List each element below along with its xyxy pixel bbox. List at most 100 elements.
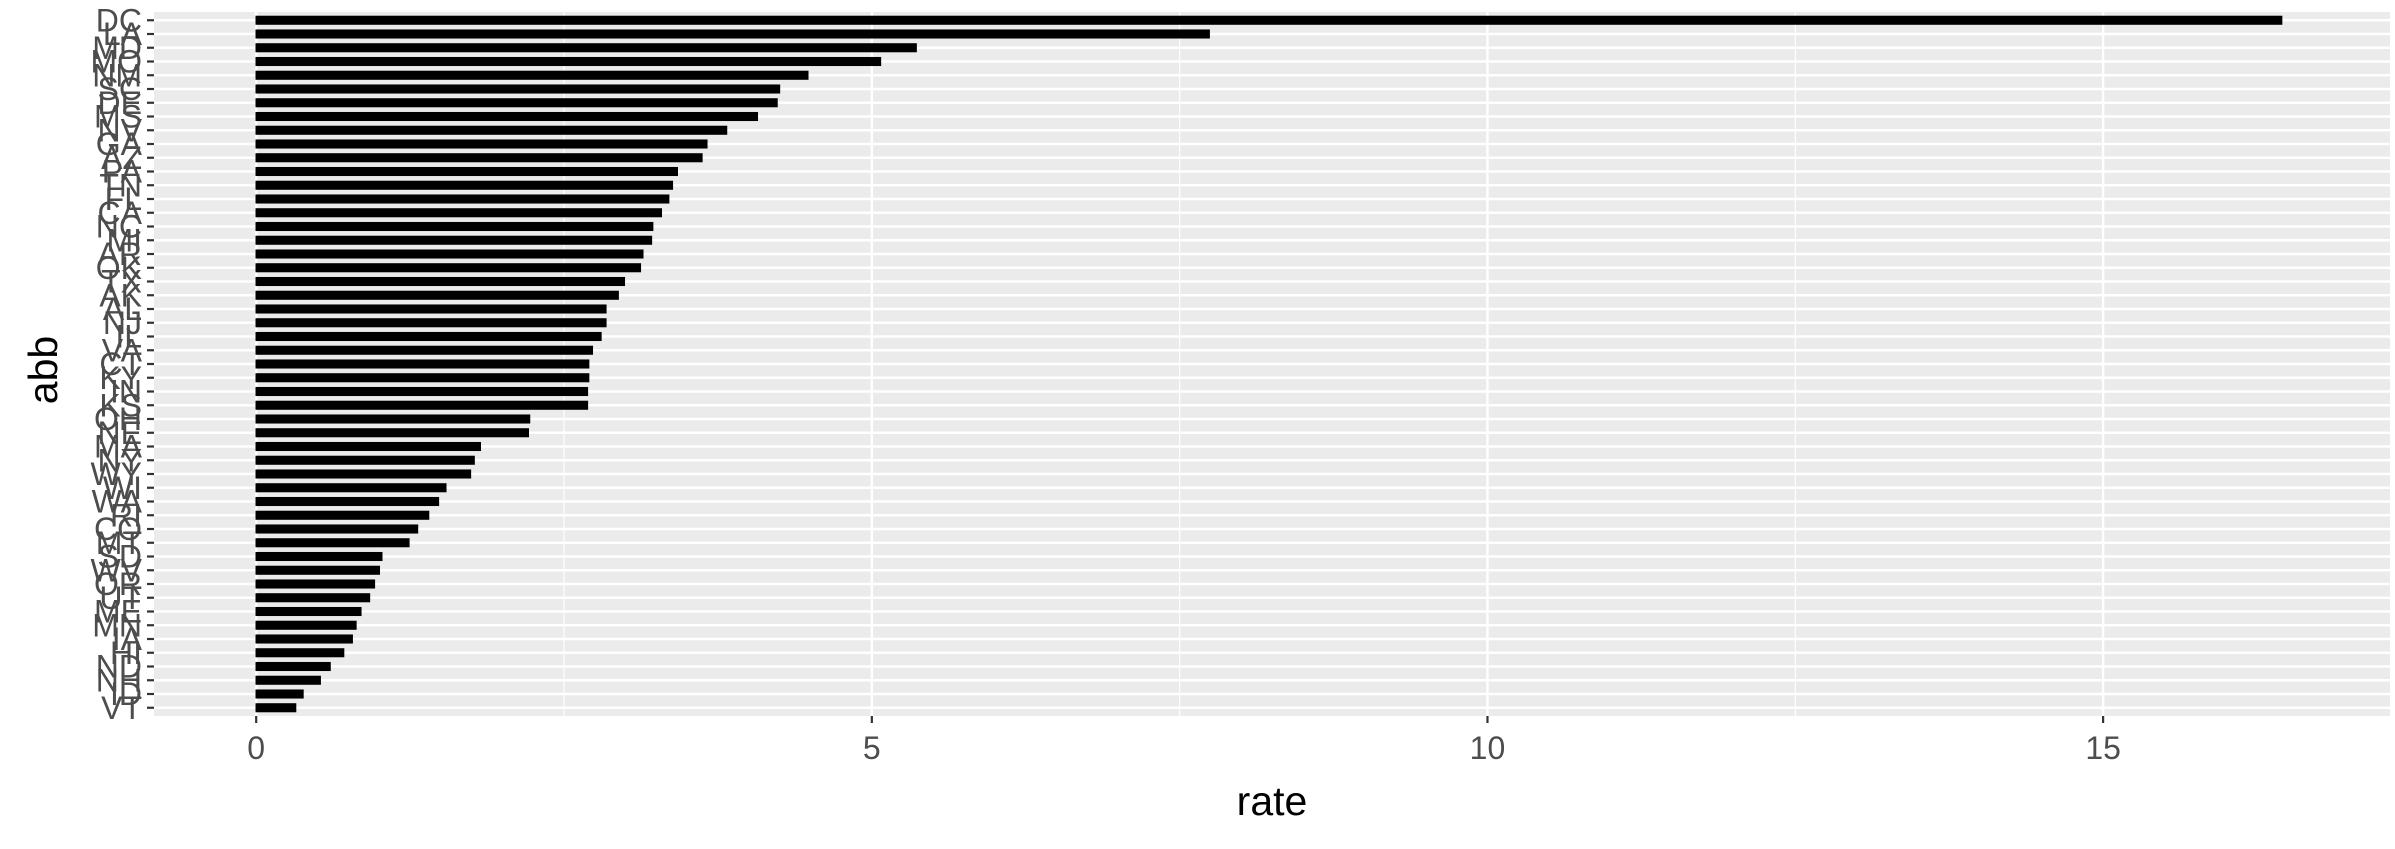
y-tick-label: OR	[94, 566, 142, 602]
y-tick-label: WV	[90, 552, 142, 588]
y-tick-label: AR	[98, 236, 142, 272]
bar-oh	[255, 414, 531, 424]
y-tick-label: WA	[92, 484, 143, 520]
bar-nh	[255, 675, 321, 685]
bar-nj	[255, 318, 607, 328]
y-tick-label: FL	[105, 181, 142, 217]
y-tick-label: MI	[106, 222, 142, 258]
y-tick-label: OH	[94, 401, 142, 437]
bar-ut	[255, 593, 371, 603]
y-tick-label: KS	[99, 387, 142, 423]
y-tick-label: CO	[94, 511, 142, 547]
y-tick-label: AK	[99, 277, 142, 313]
bar-ok	[255, 263, 642, 273]
bar-nc	[255, 221, 654, 232]
x-axis-ticks	[255, 716, 2105, 723]
bar-tn	[255, 180, 674, 190]
y-tick-label: CA	[98, 195, 143, 231]
y-tick-label: ND	[96, 649, 142, 685]
y-tick-label: MN	[92, 607, 142, 643]
y-tick-label: MT	[96, 525, 142, 561]
y-tick-label: IA	[112, 621, 143, 657]
bar-in	[255, 386, 589, 397]
x-tick-label: 15	[2085, 730, 2121, 766]
y-tick-label: VT	[101, 690, 142, 726]
bar-wa	[255, 496, 440, 507]
bar-mi	[255, 235, 653, 245]
y-tick-label: NY	[98, 442, 142, 478]
y-tick-label: NE	[98, 415, 142, 451]
bar-wi	[255, 483, 447, 493]
y-tick-label: IL	[115, 319, 142, 355]
y-tick-label: AZ	[101, 140, 142, 176]
bar-ak	[255, 290, 619, 300]
bar-va	[255, 345, 594, 355]
bar-sd	[255, 551, 383, 562]
y-tick-label: UT	[99, 580, 142, 616]
y-tick-label: DC	[96, 2, 142, 38]
y-tick-label: NV	[98, 112, 143, 148]
bar-la	[255, 29, 1210, 39]
x-tick-label: 0	[247, 730, 265, 766]
bar-co	[255, 524, 419, 534]
bar-pa	[255, 166, 678, 177]
y-tick-label: WY	[90, 456, 142, 492]
y-tick-label: NM	[92, 57, 142, 93]
bar-wv	[255, 565, 381, 575]
bar-de	[255, 98, 778, 108]
bar-mn	[255, 620, 357, 630]
bar-or	[255, 579, 376, 589]
bars-group	[255, 15, 2283, 713]
y-tick-label: SD	[98, 539, 142, 575]
bar-hi	[255, 648, 345, 658]
bar-ms	[255, 111, 759, 122]
y-tick-label: AL	[103, 291, 142, 327]
x-axis-tick-labels: 0 5 10 15	[247, 730, 2121, 766]
bar-az	[255, 153, 703, 163]
bar-sc	[255, 84, 781, 94]
bar-ar	[255, 249, 644, 259]
y-tick-label: RI	[110, 497, 142, 533]
y-tick-label: WI	[103, 470, 142, 506]
x-tick-label: 5	[863, 730, 881, 766]
bar-ia	[255, 634, 353, 644]
y-axis-ticks	[147, 19, 154, 709]
x-axis-title: rate	[1237, 778, 1308, 824]
y-tick-label: NJ	[103, 305, 142, 341]
bar-ri	[255, 510, 430, 520]
y-tick-label: ID	[110, 676, 142, 712]
bar-ct	[255, 359, 590, 369]
bar-md	[255, 43, 917, 53]
x-tick-label: 10	[1470, 730, 1506, 766]
y-tick-label: ME	[94, 594, 142, 630]
bar-dc	[255, 15, 2283, 25]
y-tick-label: TX	[101, 264, 142, 300]
bar-fl	[255, 194, 670, 204]
y-axis-tick-labels: DCLAMDMONMSCDEMSNVGAAZPATNFLCANCMIAROKTX…	[90, 2, 142, 726]
y-tick-label: MD	[92, 30, 142, 66]
y-tick-label: MA	[94, 429, 143, 465]
y-tick-label: IN	[110, 374, 142, 410]
y-tick-label: MS	[94, 99, 142, 135]
y-tick-label: TN	[99, 167, 142, 203]
bar-al	[255, 304, 607, 314]
y-tick-label: OK	[96, 250, 142, 286]
y-tick-label: NC	[96, 209, 142, 245]
bar-mo	[255, 56, 882, 67]
bar-me	[255, 606, 362, 617]
y-tick-label: GA	[96, 126, 143, 162]
y-tick-label: MO	[90, 44, 142, 80]
bar-nv	[255, 125, 728, 135]
bar-id	[255, 689, 304, 699]
bar-ks	[255, 400, 589, 410]
y-tick-label: HI	[110, 635, 142, 671]
y-tick-label: CT	[99, 346, 142, 382]
bar-wy	[255, 469, 472, 479]
y-tick-label: SC	[98, 71, 142, 107]
bar-nm	[255, 70, 809, 80]
bar-tx	[255, 276, 626, 287]
bar-mt	[255, 538, 410, 548]
bar-il	[255, 331, 602, 342]
y-tick-label: KY	[99, 360, 142, 396]
